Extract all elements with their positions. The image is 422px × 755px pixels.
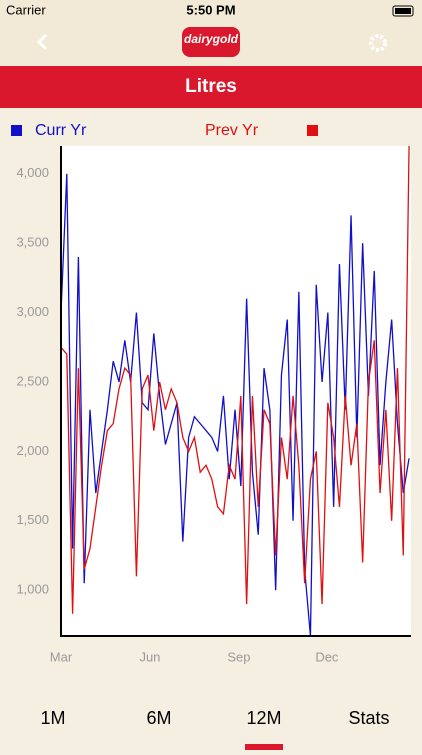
legend-label: Curr Yr [35, 122, 87, 139]
y-tick-label: 2,000 [16, 443, 49, 458]
carrier: Carrier [6, 2, 46, 17]
active-tab-indicator [245, 744, 283, 750]
title: Litres [185, 76, 237, 97]
data-line [60, 145, 410, 614]
plot-area [61, 146, 411, 636]
tab[interactable]: 1M [40, 708, 65, 728]
legend-swatch [11, 125, 22, 136]
battery [392, 5, 414, 17]
tab[interactable]: 6M [146, 708, 171, 728]
title-bar [0, 66, 422, 108]
x-tick-label: Jun [139, 649, 160, 664]
y-tick-label: 3,500 [16, 235, 49, 250]
y-tick-label: 4,000 [16, 165, 49, 180]
tab[interactable]: 12M [246, 708, 281, 728]
y-tick-label: 1,500 [16, 512, 49, 527]
logo-text: dairygold [184, 32, 239, 46]
x-tick-label: Mar [50, 649, 73, 664]
x-tick-label: Sep [227, 649, 250, 664]
settings-button[interactable] [369, 34, 387, 52]
tab[interactable]: Stats [348, 708, 389, 728]
x-tick-label: Dec [315, 649, 339, 664]
axis [60, 146, 411, 637]
data-line [60, 173, 410, 637]
y-tick-label: 1,000 [16, 582, 49, 597]
time: 5:50 PM [186, 2, 235, 17]
back-button[interactable] [36, 33, 48, 51]
logo [182, 27, 240, 57]
legend-label: Prev Yr [205, 122, 259, 139]
battery-level [395, 8, 411, 14]
y-tick-label: 3,000 [16, 304, 49, 319]
y-tick-label: 2,500 [16, 373, 49, 388]
legend-swatch [307, 125, 318, 136]
